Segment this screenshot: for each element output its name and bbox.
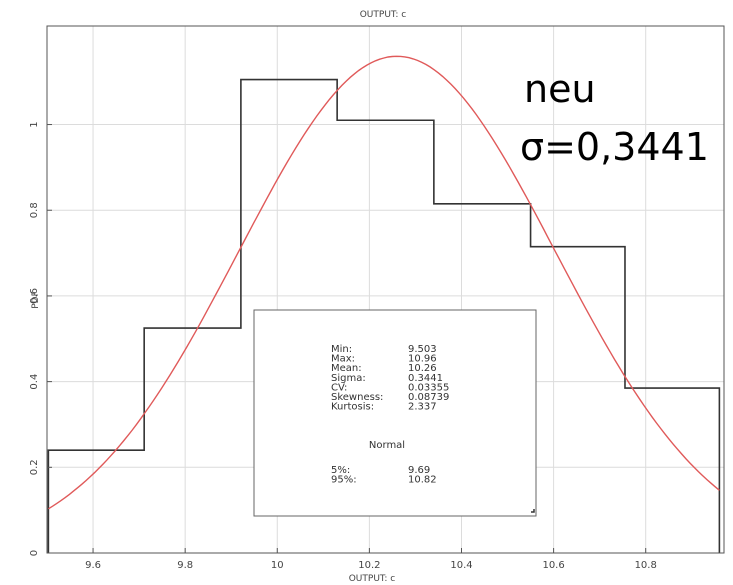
x-tick-label: 10 <box>271 560 284 571</box>
histogram-bin <box>144 328 241 553</box>
stat-label: Min: <box>331 344 352 355</box>
x-tick-label: 10.8 <box>635 560 657 571</box>
y-axis-ticks: 0 0.2 0.4 0.6 0.8 1 <box>29 121 52 556</box>
percentile-label: 95%: <box>331 475 357 486</box>
x-tick-label: 9.6 <box>85 560 101 571</box>
x-tick-label: 10.6 <box>542 560 564 571</box>
stat-label: Mean: <box>331 363 362 374</box>
resize-grip-icon <box>531 509 535 513</box>
stat-label: Skewness: <box>331 392 383 403</box>
stat-label: Sigma: <box>331 373 366 384</box>
chart-title: OUTPUT: c <box>360 10 407 20</box>
y-tick-label: 0 <box>29 550 40 556</box>
plot-frame <box>46 25 725 554</box>
stat-value: 10.96 <box>408 354 437 365</box>
histogram-bin <box>48 450 144 553</box>
x-axis-title: OUTPUT: c <box>349 574 396 584</box>
grid-lines <box>47 26 724 554</box>
percentile-value: 9.69 <box>408 465 430 476</box>
stat-value: 10.26 <box>408 363 437 374</box>
y-axis-title: PDF <box>31 291 41 309</box>
y-tick-label: 0.2 <box>29 459 40 475</box>
stat-value: 0.3441 <box>408 373 443 384</box>
percentile-label: 5%: <box>331 465 350 476</box>
histogram-bin <box>625 388 719 553</box>
annotation-sigma-label: σ=0,3441 <box>520 125 709 169</box>
stat-label: CV: <box>331 382 347 393</box>
stat-label: Kurtosis: <box>331 402 374 413</box>
statistics-rows: Min: 9.503 Max: 10.96 Mean: 10.26 Sigma: 0.3441… <box>331 344 449 486</box>
y-tick-label: 0.8 <box>29 202 40 218</box>
y-tick-label: 0.6 <box>29 288 40 304</box>
fit-name-label: Normal <box>369 440 405 451</box>
normal-curve-line <box>48 55 720 510</box>
y-tick-label: 1 <box>29 121 40 127</box>
y-tick-label: 0.4 <box>29 374 40 390</box>
histogram-outline <box>47 78 721 553</box>
stat-label: Max: <box>331 354 355 365</box>
x-axis-ticks: 9.6 9.8 10 10.2 10.4 10.6 10.8 <box>85 548 657 571</box>
histogram <box>47 78 721 553</box>
x-tick-label: 9.8 <box>177 560 193 571</box>
x-tick-label: 10.4 <box>450 560 472 571</box>
normal-fit-curve <box>48 55 720 510</box>
x-tick-label: 10.2 <box>358 560 380 571</box>
statistics-box-frame <box>253 309 537 517</box>
stat-value: 2.337 <box>408 402 437 413</box>
stat-value: 0.08739 <box>408 392 449 403</box>
stat-value: 9.503 <box>408 344 437 355</box>
statistics-box: Min: 9.503 Max: 10.96 Mean: 10.26 Sigma: 0.3441… <box>253 309 537 517</box>
percentile-value: 10.82 <box>408 475 437 486</box>
annotation-new-label: neu <box>524 67 596 111</box>
stat-value: 0.03355 <box>408 382 449 393</box>
